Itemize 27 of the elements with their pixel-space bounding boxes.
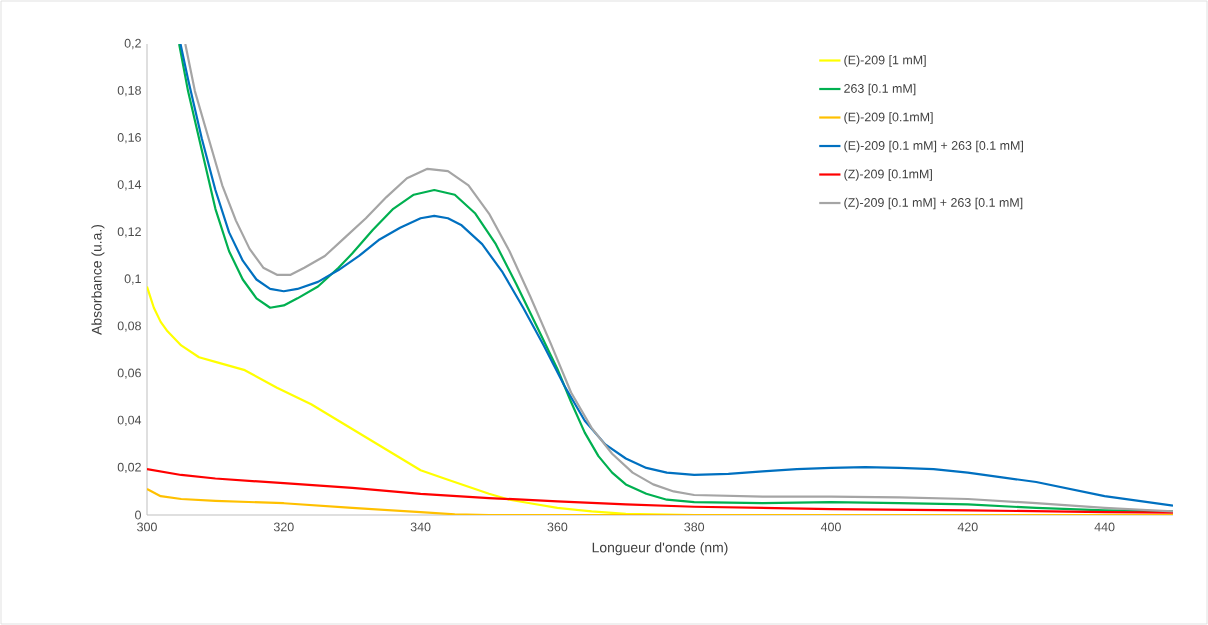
y-tick-label: 0,08 xyxy=(117,321,141,332)
legend-label: (Z)-209 [0.1 mM] + 263 [0.1 mM] xyxy=(844,197,1023,210)
y-tick-label: 0,04 xyxy=(117,415,142,426)
legend-label: (Z)-209 [0.1mM] xyxy=(844,169,932,181)
legend-label: (E)-209 [0.1mM] xyxy=(844,112,933,124)
y-tick-label: 0 xyxy=(135,510,141,520)
x-tick-label: 380 xyxy=(684,522,705,532)
y-tick-label: 0,2 xyxy=(124,38,141,50)
x-tick-label: 400 xyxy=(820,522,841,532)
y-tick-label: 0,02 xyxy=(117,462,141,474)
x-tick-label: 440 xyxy=(1094,522,1115,532)
x-tick-label: 420 xyxy=(957,522,978,532)
legend-label: 263 [0.1 mM] xyxy=(844,83,916,96)
y-tick-label: 0,14 xyxy=(117,180,142,191)
legend-label: (E)-209 [0.1 mM] + 263 [0.1 mM] xyxy=(844,140,1023,153)
x-tick-label: 300 xyxy=(137,522,157,532)
legend-label: (E)-209 [1 mM] xyxy=(844,55,926,67)
y-axis-title: Absorbance (u.a.) xyxy=(91,224,105,335)
y-tick-label: 0,06 xyxy=(117,368,141,379)
x-tick-label: 360 xyxy=(547,522,568,532)
x-tick-label: 340 xyxy=(410,522,431,532)
y-tick-label: 0,1 xyxy=(124,274,141,285)
y-tick-label: 0,16 xyxy=(117,133,141,144)
x-axis-title: Longueur d'onde (nm) xyxy=(592,542,728,556)
y-tick-label: 0,12 xyxy=(117,227,141,238)
y-tick-label: 0,18 xyxy=(117,85,141,97)
x-tick-label: 320 xyxy=(273,522,294,532)
